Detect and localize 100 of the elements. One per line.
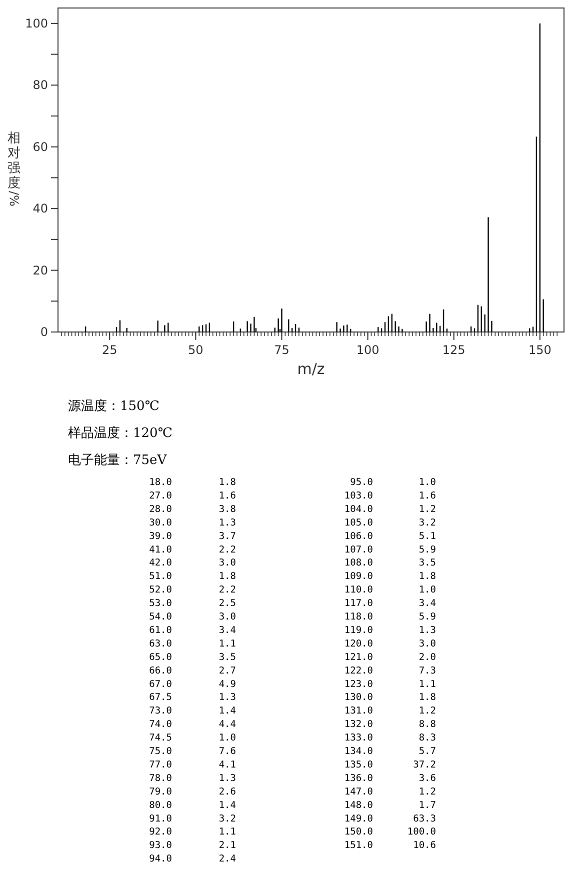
text: 91.0 (149, 813, 172, 824)
text: 3.2 (418, 517, 436, 528)
text: 147.0 (344, 786, 374, 798)
text: 67.0 (149, 678, 172, 690)
y-tick-label: 100 (25, 16, 48, 30)
text: 2.1 (218, 840, 236, 852)
y-tick-label: 0 (40, 325, 48, 339)
text: 1.6 (218, 490, 236, 502)
text: 1.4 (218, 706, 236, 717)
text: 67.5 (149, 692, 172, 704)
text: 4.9 (218, 678, 236, 690)
text: 75.0 (149, 746, 172, 757)
text: 133.0 (344, 732, 374, 744)
text: 3.8 (218, 504, 236, 515)
text: 136.0 (344, 772, 374, 784)
text: 130.0 (344, 692, 374, 704)
text: 104.0 (344, 504, 374, 515)
text: 3.5 (218, 652, 236, 663)
text: 27.0 (149, 490, 172, 502)
text: 63.3 (413, 813, 436, 824)
text: 1.0 (418, 584, 436, 596)
text: 3.4 (418, 598, 436, 610)
text: 1.4 (218, 800, 236, 811)
text: 37.2 (413, 759, 436, 770)
text: 3.0 (218, 558, 236, 569)
text: 117.0 (344, 598, 374, 610)
text: 1.3 (218, 772, 236, 784)
text: 79.0 (149, 786, 172, 798)
text: 1.1 (218, 826, 236, 838)
x-tick-label: 100 (356, 343, 380, 357)
text: 4.4 (218, 719, 236, 730)
x-tick-label: 75 (274, 343, 290, 357)
text: 105.0 (344, 517, 374, 528)
text: 92.0 (149, 826, 172, 838)
text: 108.0 (344, 558, 374, 569)
text: 78.0 (149, 772, 172, 784)
text: 80.0 (149, 800, 172, 811)
text: 95.0 (350, 477, 374, 488)
text: 132.0 (344, 719, 374, 730)
text: 5.9 (418, 544, 436, 556)
text: 1.6 (418, 490, 436, 502)
text: 1.2 (418, 706, 436, 717)
y-tick-label: 80 (32, 78, 48, 92)
text: 3.5 (418, 558, 436, 569)
text: 119.0 (344, 624, 374, 636)
text: 源温度：150℃ (68, 398, 160, 414)
x-tick-label: 150 (528, 343, 552, 357)
text: 1.2 (418, 786, 436, 798)
text: 53.0 (149, 598, 172, 610)
text: 122.0 (344, 665, 374, 676)
text: 5.1 (418, 530, 436, 542)
text: 8.8 (418, 719, 436, 730)
text: 2.2 (218, 544, 236, 556)
text: 1.3 (218, 692, 236, 704)
text: 4.1 (218, 759, 236, 770)
text: 42.0 (149, 558, 172, 569)
text: 3.6 (418, 772, 436, 784)
text: 63.0 (149, 638, 172, 650)
text: 1.3 (218, 517, 236, 528)
text: 10.6 (413, 840, 436, 852)
text: 107.0 (344, 544, 374, 556)
text: 52.0 (149, 584, 172, 596)
text: 94.0 (149, 854, 172, 865)
text: 135.0 (344, 759, 374, 770)
text: 3.0 (418, 638, 436, 650)
text: 7.6 (218, 746, 236, 757)
text: 123.0 (344, 678, 374, 690)
text: 66.0 (149, 665, 172, 676)
text: 1.3 (418, 624, 436, 636)
text: 2.0 (418, 652, 436, 663)
text: 3.4 (218, 624, 236, 636)
text: 74.5 (149, 732, 172, 744)
text: 150.0 (344, 826, 374, 838)
text: 18.0 (149, 477, 172, 488)
text: 120.0 (344, 638, 374, 650)
text: 103.0 (344, 490, 374, 502)
text: 121.0 (344, 652, 374, 663)
text: 5.7 (418, 746, 436, 757)
x-tick-label: 25 (102, 343, 118, 357)
text: 110.0 (344, 584, 374, 596)
text: 30.0 (149, 517, 172, 528)
text: 1.8 (218, 571, 236, 582)
text: 1.8 (418, 571, 436, 582)
text: 149.0 (344, 813, 374, 824)
text: 65.0 (149, 652, 172, 663)
text: 样品温度：120℃ (68, 425, 172, 441)
text: 1.8 (418, 692, 436, 704)
text: 73.0 (149, 706, 172, 717)
text: 1.7 (418, 800, 436, 811)
text: 77.0 (149, 759, 172, 770)
text: 1.0 (418, 477, 436, 488)
text: 54.0 (149, 612, 172, 622)
text: 电子能量：75eV (68, 453, 168, 468)
y-tick-label: 20 (32, 263, 48, 278)
text: 3.7 (218, 530, 236, 542)
text: 5.9 (418, 612, 436, 622)
x-axis-title: m/z (297, 360, 325, 378)
text: 134.0 (344, 746, 374, 757)
text: 109.0 (344, 571, 374, 582)
text: 1.2 (418, 504, 436, 515)
